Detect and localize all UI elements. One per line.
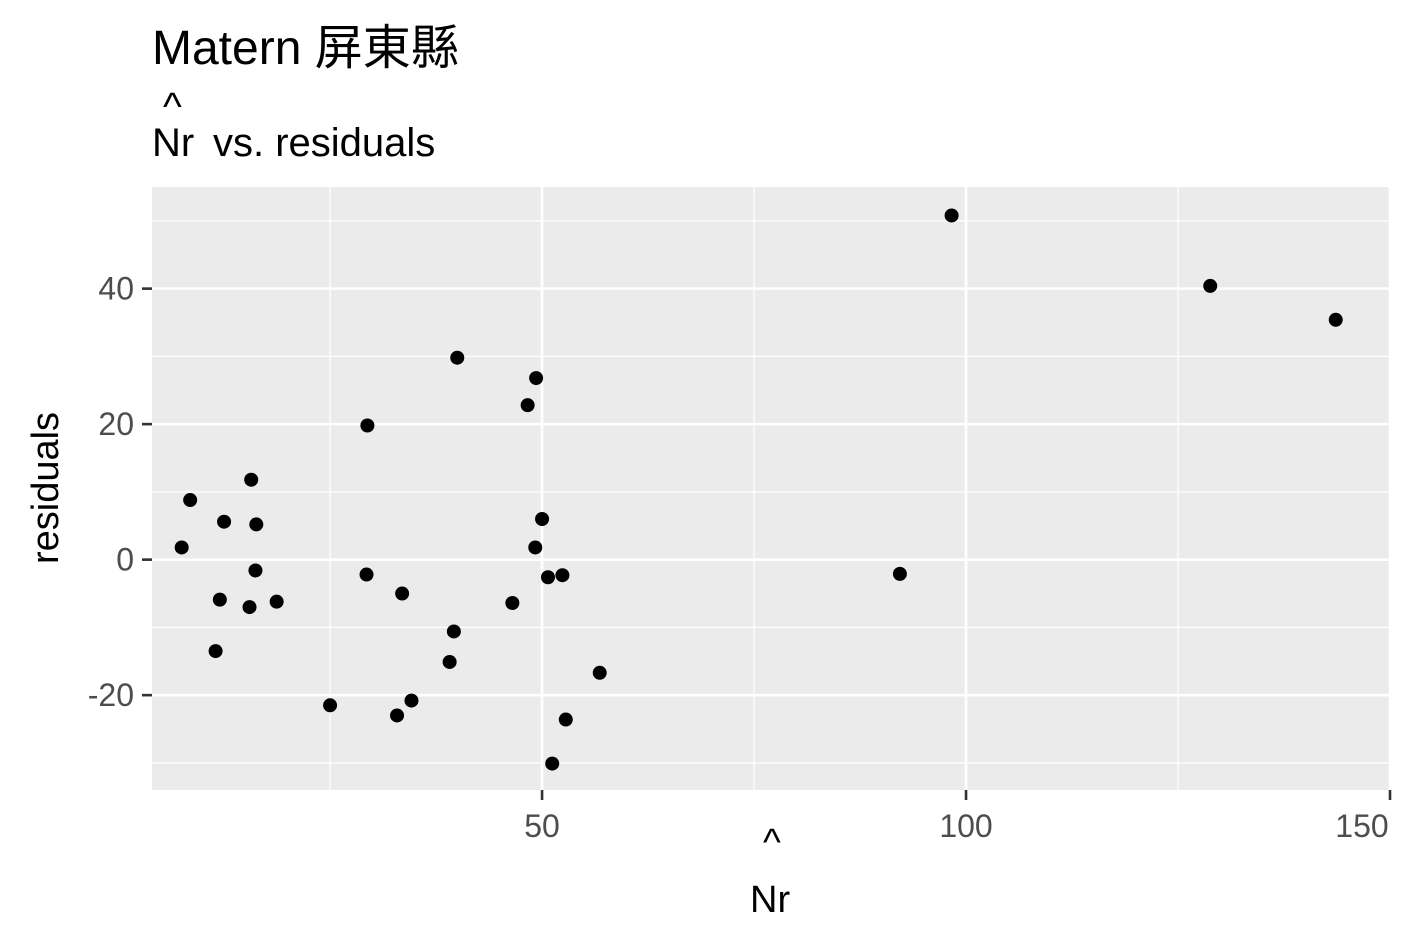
data-point <box>555 568 570 583</box>
data-point <box>174 540 189 555</box>
data-point <box>529 371 544 386</box>
data-point <box>442 654 457 669</box>
data-point <box>359 567 374 582</box>
y-tick-label: 20 <box>98 406 134 442</box>
data-point <box>242 600 257 615</box>
data-point <box>217 514 232 529</box>
data-points <box>174 208 1343 771</box>
plot-panel <box>152 187 1390 790</box>
data-point <box>520 398 535 413</box>
data-point <box>183 493 198 508</box>
data-point <box>323 698 338 713</box>
x-tick-label: 150 <box>1335 808 1388 844</box>
x-tick-label: 50 <box>524 808 560 844</box>
data-point <box>269 594 284 609</box>
data-point <box>404 693 419 708</box>
data-point <box>450 350 465 365</box>
data-point <box>944 208 959 223</box>
data-point <box>395 586 410 601</box>
subtitle-prefix: Nr <box>152 121 194 165</box>
x-axis-title: ^ Nr <box>750 822 790 921</box>
data-point <box>505 596 520 611</box>
x-axis-title-hat: ^ <box>763 822 781 864</box>
data-point <box>528 540 543 555</box>
x-axis-title-text: Nr <box>750 879 790 921</box>
data-point <box>1203 278 1218 293</box>
y-axis-title: residuals <box>25 412 67 564</box>
data-point <box>558 712 573 727</box>
data-point <box>390 708 405 723</box>
data-point <box>892 566 907 581</box>
data-point <box>249 517 264 532</box>
x-tick-label: 100 <box>939 808 992 844</box>
axes: 50 100 150 -20 0 20 40 <box>88 271 1392 844</box>
data-point <box>446 624 461 639</box>
data-point <box>360 418 375 433</box>
chart-subtitle: ^ Nr vs. residuals <box>152 85 435 165</box>
y-tick-label: 40 <box>98 271 134 307</box>
data-point <box>535 511 550 526</box>
data-point <box>244 472 259 487</box>
y-tick-label: 0 <box>116 542 134 578</box>
subtitle-text: vs. residuals <box>213 121 435 165</box>
data-point <box>208 644 223 659</box>
chart-title: Matern 屏東縣 <box>152 22 459 75</box>
data-point <box>1328 312 1343 327</box>
data-point <box>545 756 560 771</box>
data-point <box>248 563 263 578</box>
y-tick-label: -20 <box>88 677 134 713</box>
data-point <box>212 592 227 607</box>
subtitle-hat: ^ <box>163 85 182 129</box>
data-point <box>540 570 555 585</box>
gridlines <box>152 187 1392 790</box>
data-point <box>592 665 607 680</box>
